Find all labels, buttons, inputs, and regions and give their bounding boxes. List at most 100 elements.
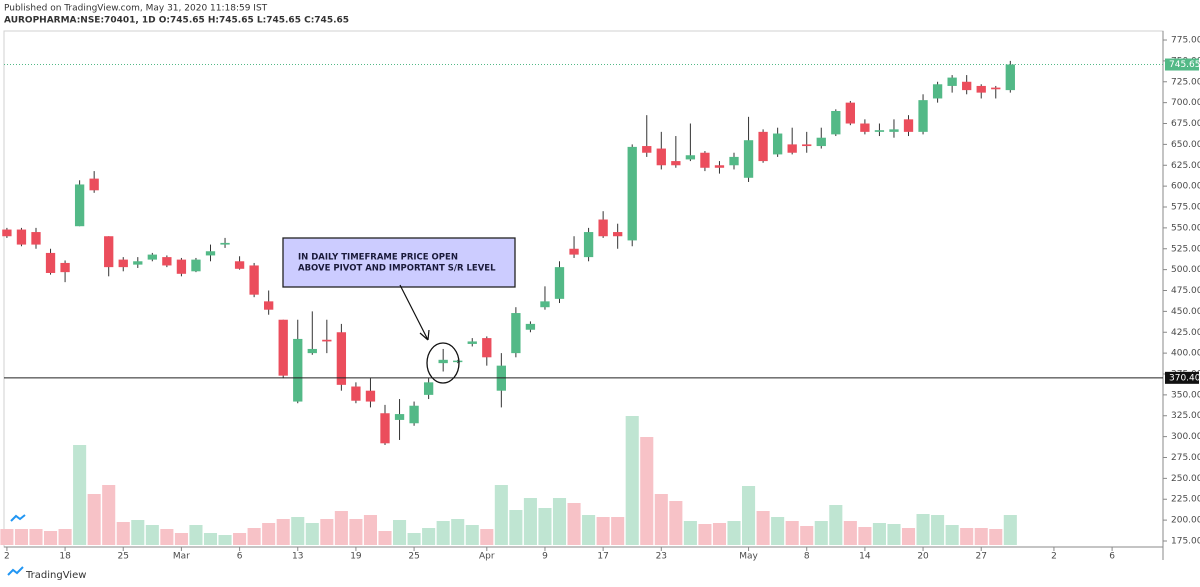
volume-bar: [785, 521, 799, 545]
candle-body: [889, 129, 899, 132]
y-tick-label: 700.00: [1171, 98, 1200, 108]
volume-bar: [829, 505, 843, 545]
volume-bar: [698, 524, 712, 545]
candle-body: [700, 152, 710, 168]
y-tick-label: 350.00: [1171, 390, 1200, 400]
volume-bar: [320, 519, 334, 545]
candle-body: [642, 146, 652, 153]
candle-body: [1005, 64, 1015, 91]
candle-body: [249, 265, 259, 295]
candle-body: [31, 232, 41, 245]
y-tick-label: 675.00: [1171, 119, 1200, 129]
candle-body: [307, 348, 317, 354]
candle-body: [671, 161, 681, 166]
candle-body: [2, 229, 12, 237]
candle-body: [365, 390, 376, 402]
volume-bar: [276, 519, 290, 545]
candle-body: [16, 229, 27, 245]
annotation-circle: [426, 342, 460, 384]
volume-bar: [509, 510, 523, 545]
x-tick-label: 18: [59, 552, 71, 562]
volume-bar: [43, 531, 58, 545]
x-tick-label: 25: [118, 552, 129, 562]
candle-body: [205, 251, 216, 256]
volume-bar: [480, 529, 494, 545]
y-tick-label: 275.00: [1171, 453, 1200, 463]
y-tick-label: 475.00: [1171, 286, 1200, 296]
y-tick-label: 175.00: [1171, 536, 1200, 546]
volume-bar: [291, 517, 305, 545]
volume-bar: [247, 528, 261, 545]
volume-bar: [611, 517, 625, 545]
annotation-text: ABOVE PIVOT AND IMPORTANT S/R LEVEL: [298, 264, 496, 274]
x-tick-label: May: [739, 552, 758, 562]
y-tick-label: 500.00: [1171, 265, 1200, 275]
x-tick-label: 25: [408, 552, 419, 562]
volume-bar: [989, 529, 1003, 545]
volume-bar: [523, 498, 537, 545]
volume-bar: [218, 535, 232, 545]
candle-body: [118, 259, 128, 268]
candle-body: [962, 81, 972, 91]
x-tick-label: 2: [4, 552, 10, 562]
sr-level-box: [1165, 371, 1199, 384]
x-tick-label: 9: [542, 552, 548, 562]
y-tick-label: 425.00: [1171, 328, 1200, 338]
candle-body: [133, 261, 143, 265]
candle-body: [351, 386, 361, 401]
last-price-label: 745.65: [1169, 60, 1200, 70]
volume-bar: [712, 523, 727, 545]
volume-bar: [407, 533, 421, 545]
candle-body: [220, 242, 230, 245]
y-tick-label: 575.00: [1171, 203, 1200, 213]
candle-body: [60, 262, 70, 273]
volume-bar: [756, 511, 770, 545]
volume-bar: [189, 525, 203, 545]
candle-body: [976, 85, 986, 93]
candle-body: [234, 261, 245, 269]
volume-bar: [174, 533, 188, 545]
y-tick-label: 225.00: [1171, 495, 1200, 505]
volume-bar: [800, 526, 814, 545]
candle-body: [380, 413, 390, 444]
candle-body: [453, 360, 463, 363]
annotation-arrow: [399, 284, 430, 341]
volume-bar: [233, 533, 247, 545]
y-tick-label: 600.00: [1171, 182, 1200, 192]
x-tick-label: 2: [1051, 552, 1057, 562]
volume-bar: [451, 519, 465, 545]
volume-bar: [203, 533, 218, 545]
annotation-box: [282, 237, 516, 288]
x-tick-label: 20: [917, 552, 929, 562]
candle-body: [394, 414, 405, 420]
volume-bar: [29, 529, 43, 545]
volume-bar: [538, 508, 552, 545]
x-tick-label: 27: [975, 552, 986, 562]
candle-body: [903, 119, 914, 132]
volume-bar: [771, 517, 785, 545]
candle-body: [336, 332, 347, 385]
candle-body: [322, 339, 332, 342]
candle-body: [656, 148, 666, 166]
last-price-box: [1165, 58, 1199, 71]
y-tick-label: 400.00: [1171, 349, 1200, 359]
volume-bar: [145, 525, 159, 545]
candle-body: [191, 259, 201, 272]
x-tick-label: 6: [237, 552, 243, 562]
y-tick-label: 625.00: [1171, 161, 1200, 171]
candle-body: [162, 257, 172, 266]
volume-bar: [87, 494, 101, 545]
candle-body: [293, 338, 303, 402]
y-tick-label: 300.00: [1171, 432, 1200, 442]
candle-body: [467, 341, 477, 344]
y-tick-label: 250.00: [1171, 474, 1200, 484]
volume-bar: [465, 525, 479, 545]
candle-body: [264, 301, 274, 310]
volume-bar: [552, 498, 567, 545]
y-tick-label: 550.00: [1171, 223, 1200, 233]
candle-body: [991, 87, 1001, 90]
candle-body: [947, 77, 957, 86]
candle-body: [278, 319, 288, 376]
sr-level-label: 370.40: [1169, 373, 1200, 383]
candle-body: [845, 102, 855, 124]
